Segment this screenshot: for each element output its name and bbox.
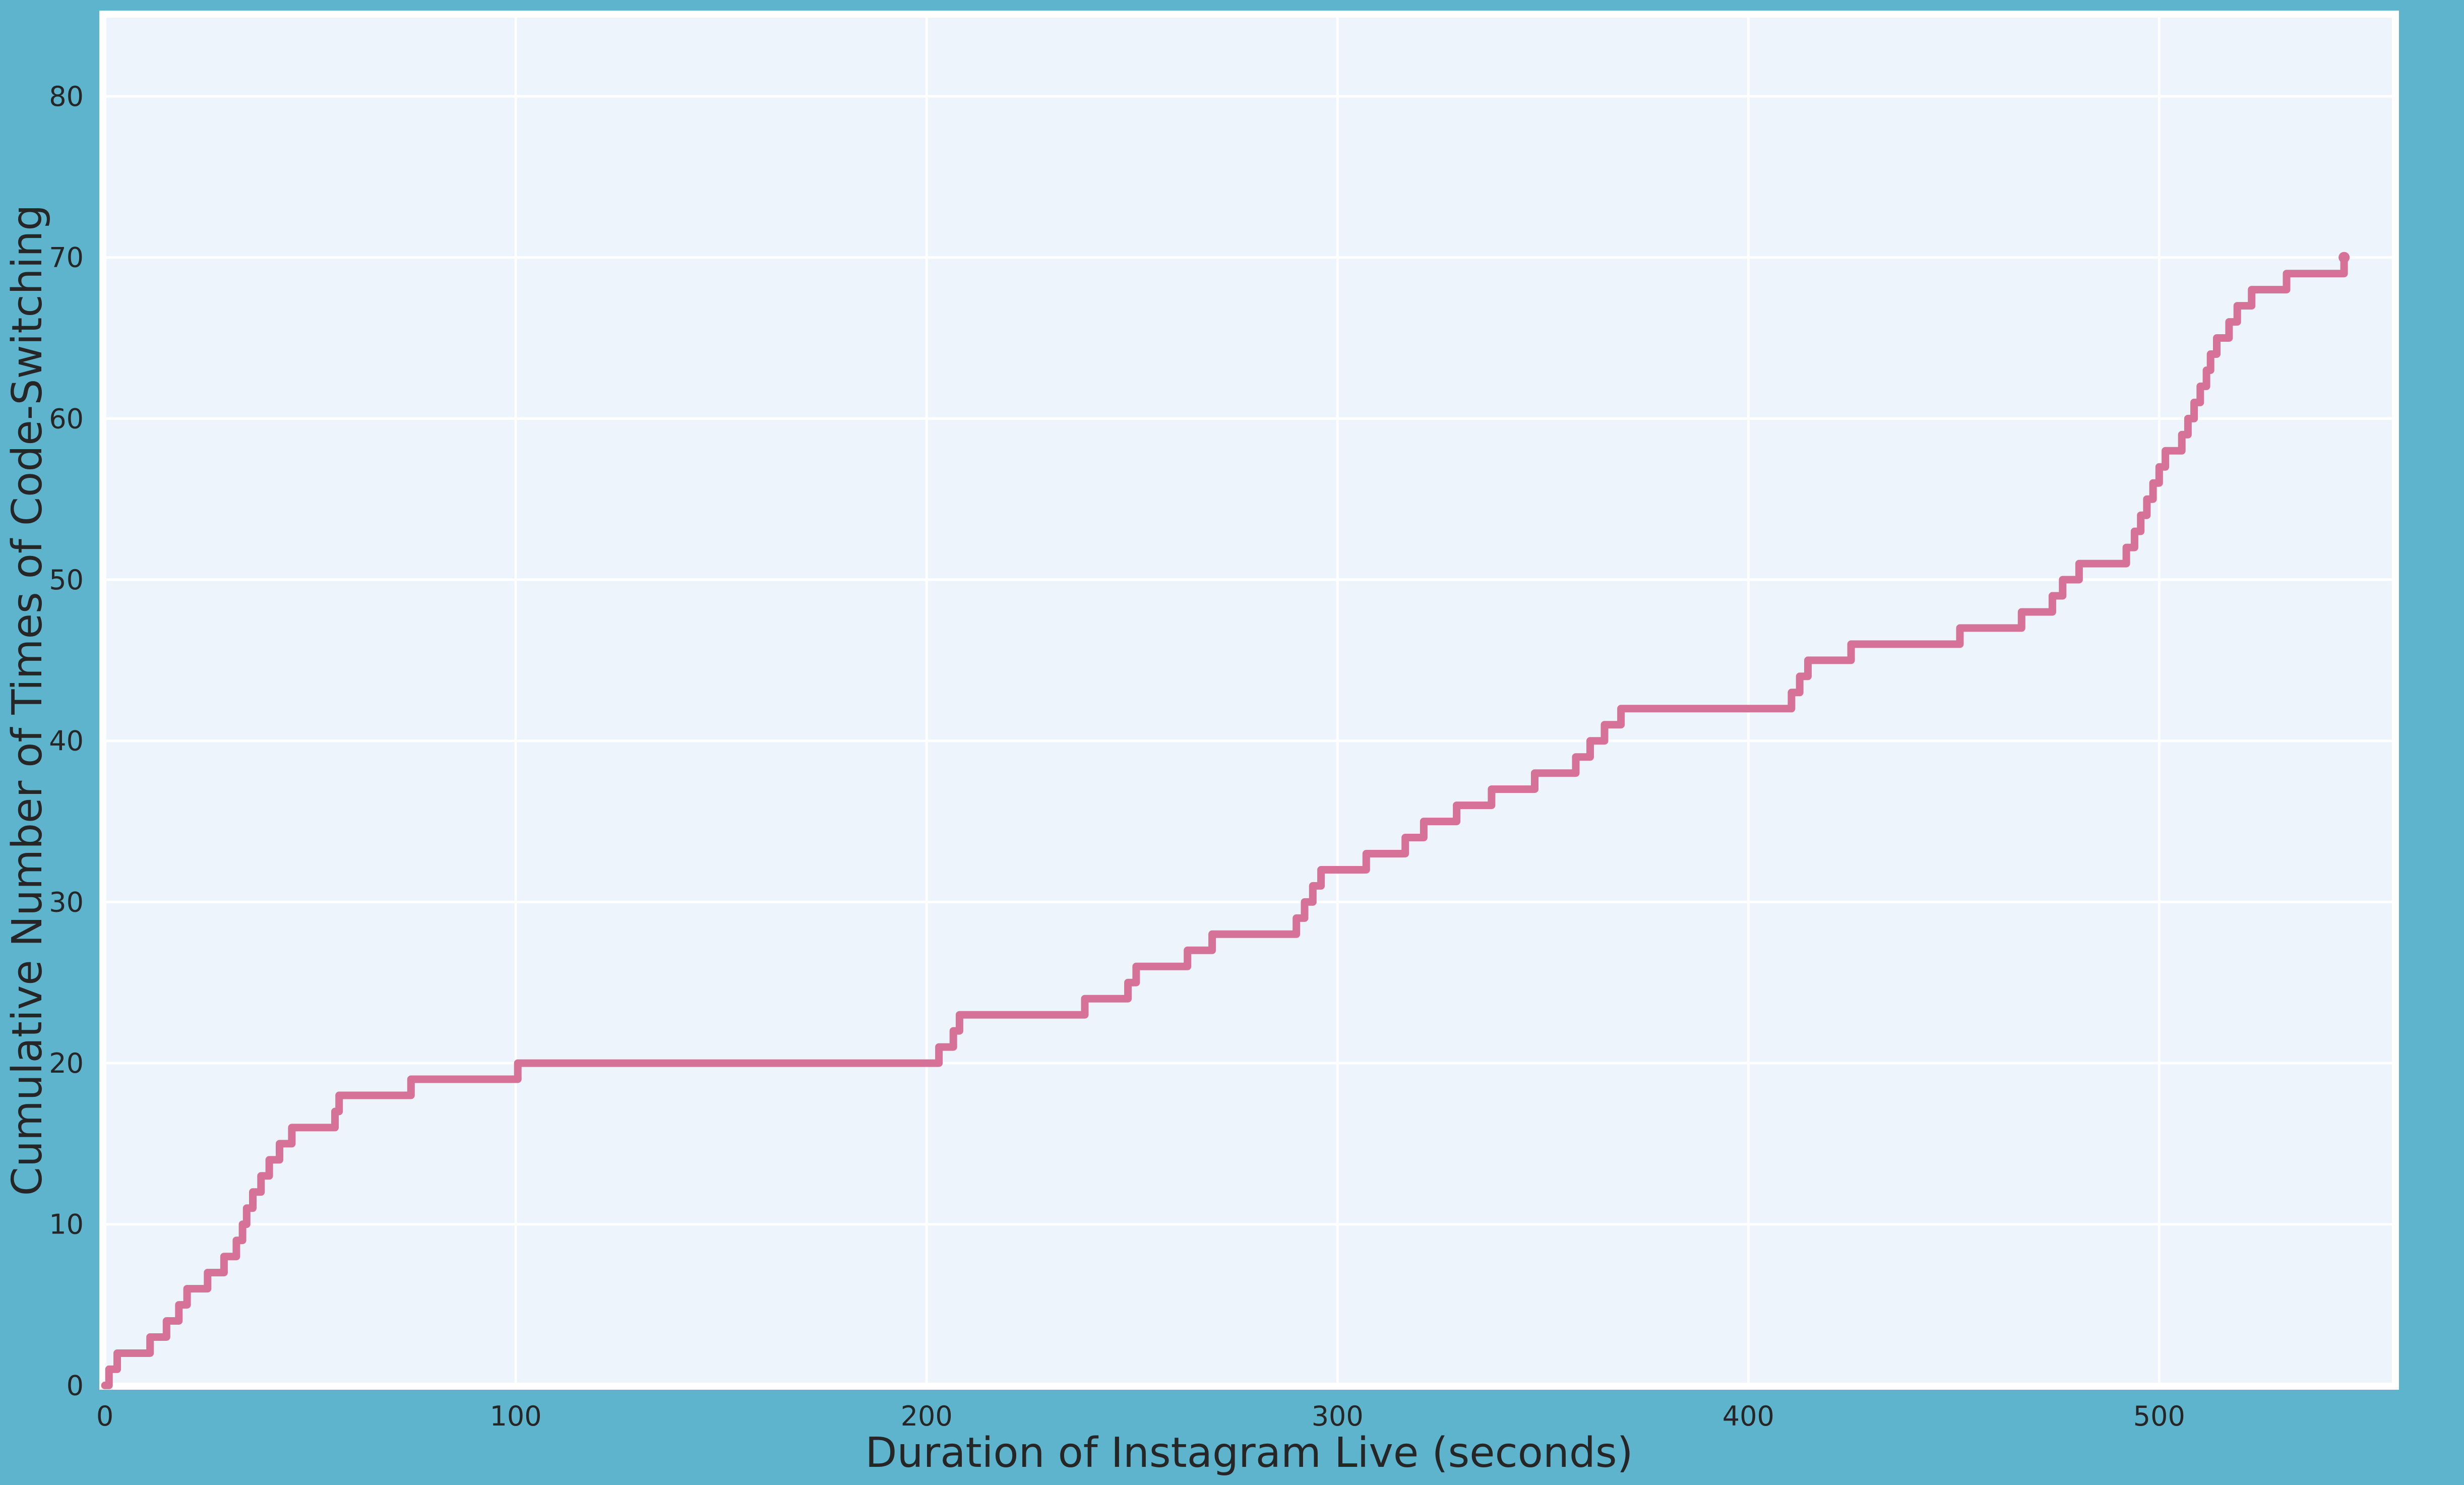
plot-area	[99, 11, 2399, 1390]
y-tick-label: 10	[49, 1209, 84, 1241]
x-axis-title: Duration of Instagram Live (seconds)	[865, 1429, 1633, 1477]
line-end-marker	[2338, 252, 2350, 263]
y-tick-label: 50	[49, 564, 84, 596]
y-tick-label: 70	[49, 242, 84, 274]
gridlines	[103, 14, 2395, 1387]
x-tick-label: 0	[96, 1400, 113, 1432]
x-tick-label: 400	[1722, 1400, 1774, 1432]
x-axis-tick-labels: 0 100 200 300 400 500	[96, 1400, 2185, 1432]
x-tick-label: 500	[2133, 1400, 2185, 1432]
y-axis-tick-labels: 0 10 20 30 40 50 60 70 80	[49, 81, 84, 1401]
y-tick-label: 40	[49, 725, 84, 757]
y-axis-title: Cumulative Number of Times of Code-Switc…	[4, 205, 51, 1196]
y-tick-label: 30	[49, 886, 84, 918]
y-tick-label: 0	[67, 1370, 84, 1401]
y-tick-label: 60	[49, 403, 84, 435]
y-tick-label: 80	[49, 81, 84, 112]
cumulative-step-line	[101, 254, 2348, 1389]
y-tick-label: 20	[49, 1047, 84, 1079]
x-tick-label: 100	[490, 1400, 542, 1432]
x-tick-label: 300	[1312, 1400, 1364, 1432]
x-tick-label: 200	[901, 1400, 953, 1432]
